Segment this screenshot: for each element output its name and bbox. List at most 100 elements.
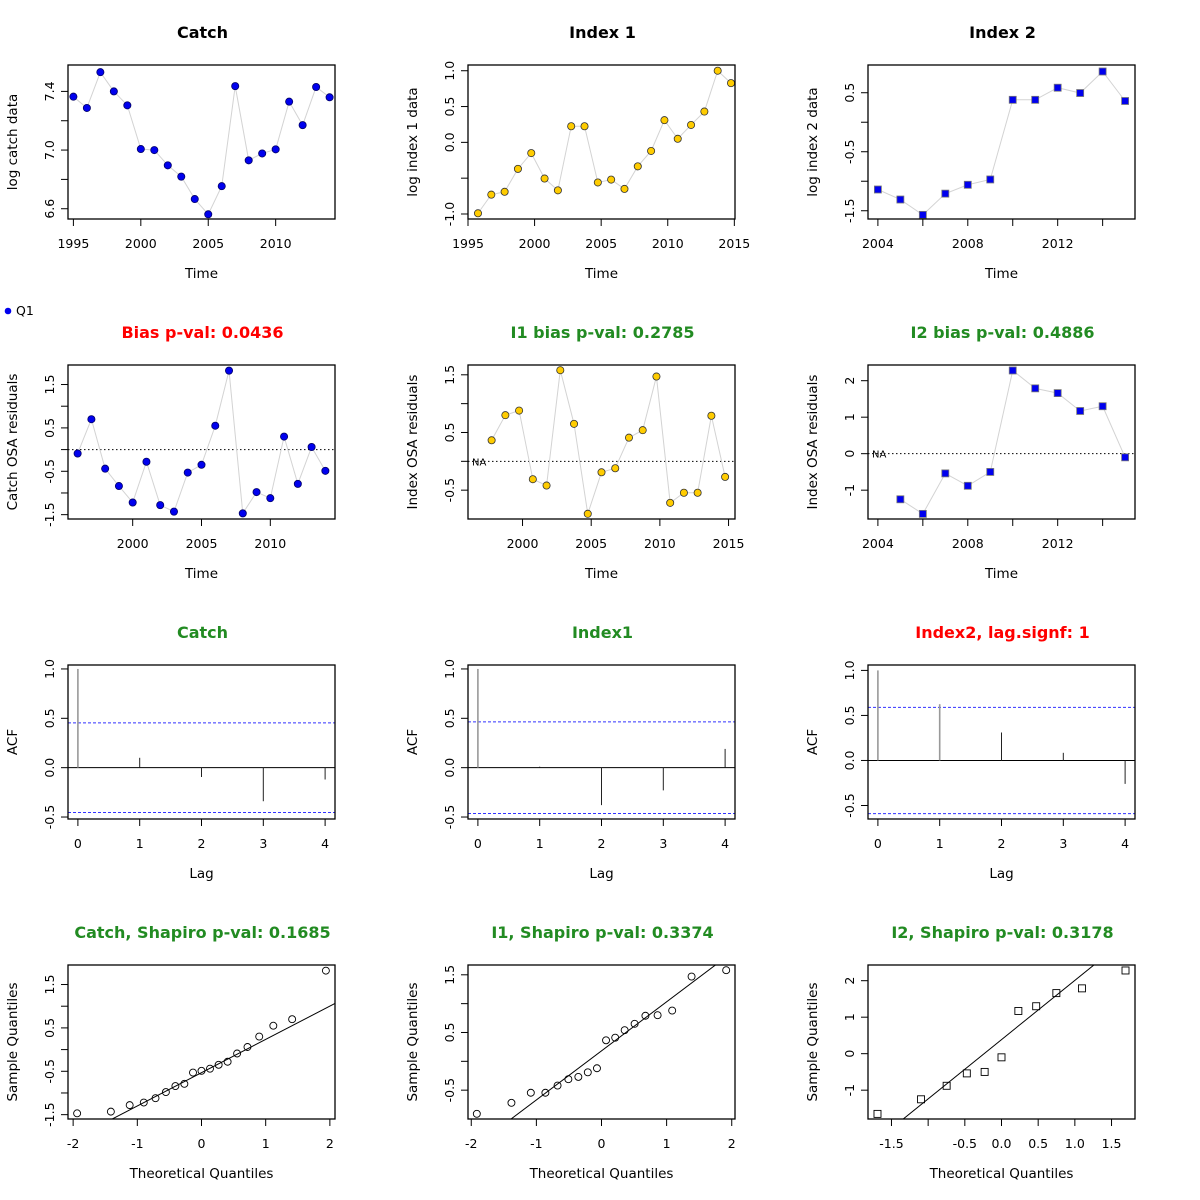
data-point: [527, 149, 536, 158]
data-point: [500, 187, 509, 196]
data-point: [1053, 83, 1062, 92]
data-point: [693, 488, 702, 497]
x-tick-label: 2004: [862, 236, 894, 251]
plot-area: [473, 66, 735, 218]
data-point: [142, 457, 151, 466]
data-point: [607, 175, 616, 184]
data-point: [700, 107, 709, 116]
data-point: [82, 103, 91, 112]
qq-point: [962, 1069, 971, 1078]
x-axis-label: Time: [584, 266, 618, 282]
panel-catch-resid: Bias p-val: 0.0436 Time Catch OSA residual…: [5, 323, 336, 582]
data-point: [266, 494, 275, 503]
qq-point: [139, 1098, 148, 1107]
data-point: [217, 182, 226, 191]
panel-index1-qq: I1, Shapiro p-val: 0.3374 Theoretical Qua…: [405, 923, 736, 1182]
data-point: [285, 97, 294, 106]
x-axis-label: Lag: [589, 866, 613, 882]
y-tick-label: -1: [842, 1084, 857, 1096]
qq-point: [541, 1088, 550, 1097]
x-tick-label: 2000: [507, 536, 539, 551]
qq-point: [171, 1082, 180, 1090]
x-tick-label: 2010: [260, 236, 292, 251]
y-axis-label: Sample Quantiles: [5, 982, 21, 1101]
data-point: [1098, 67, 1107, 76]
qq-point: [1014, 1007, 1023, 1015]
x-tick-label: -1.5: [879, 1136, 903, 1151]
series-line: [491, 370, 726, 514]
data-point: [941, 469, 950, 478]
y-axis-label: Sample Quantiles: [805, 982, 821, 1101]
x-tick-label: 2: [198, 836, 206, 851]
y-tick-label: 0.5: [442, 708, 457, 728]
data-point: [163, 161, 172, 170]
chart-title: I2, Shapiro p-val: 0.3178: [891, 923, 1113, 942]
x-tick-label: 2008: [952, 536, 984, 551]
data-point: [593, 178, 602, 187]
y-axis-label: log index 2 data: [805, 87, 821, 196]
data-point: [487, 190, 496, 199]
qq-point: [269, 1021, 278, 1030]
chart-title: Index 1: [569, 23, 636, 42]
plot-frame: [67, 964, 336, 1120]
data-point: [183, 468, 192, 477]
y-axis-label: Index OSA residuals: [805, 375, 821, 510]
data-point: [647, 146, 656, 155]
x-axis-label: Time: [184, 266, 218, 282]
x-axis-label: Lag: [989, 866, 1013, 882]
y-tick-label: 7.0: [42, 140, 57, 160]
qq-point: [507, 1098, 516, 1107]
x-tick-label: 1: [136, 836, 144, 851]
x-tick-label: 2005: [575, 536, 607, 551]
data-point: [1031, 384, 1040, 393]
qq-line: [902, 965, 1095, 1119]
y-tick-label: -0.5: [442, 1078, 457, 1102]
y-tick-label: -0.5: [842, 793, 857, 817]
plot-area: [472, 965, 731, 1119]
qq-point: [180, 1079, 189, 1088]
data-point: [73, 449, 82, 458]
x-tick-label: 0: [198, 1136, 206, 1151]
qq-point: [722, 966, 731, 975]
data-point: [624, 433, 633, 442]
data-point: [109, 87, 118, 96]
data-point: [583, 509, 592, 518]
data-point: [963, 180, 972, 189]
x-axis-label: Time: [184, 566, 218, 582]
x-tick-label: 2012: [1042, 536, 1074, 551]
qq-point: [917, 1095, 925, 1104]
data-point: [238, 509, 247, 518]
data-point: [1008, 366, 1017, 375]
data-point: [298, 121, 307, 130]
plot-area: [68, 668, 335, 813]
y-axis-label: Index OSA residuals: [405, 375, 421, 510]
qq-point: [653, 1011, 662, 1020]
data-point: [150, 146, 159, 155]
plot-area: [873, 67, 1130, 219]
qq-point: [687, 972, 696, 981]
qq-point: [583, 1068, 592, 1077]
x-axis-label: Theoretical Quantiles: [129, 1166, 274, 1182]
x-tick-label: 0.5: [1028, 1136, 1048, 1151]
data-point: [1121, 453, 1130, 462]
data-point: [501, 411, 510, 420]
panel-index1-resid: I1 bias p-val: 0.2785 Time Index OSA resid…: [405, 323, 744, 582]
data-point: [271, 145, 280, 154]
x-axis-label: Time: [984, 566, 1018, 582]
y-axis-label: Sample Quantiles: [405, 982, 421, 1101]
qq-point: [206, 1064, 214, 1073]
data-point: [652, 372, 661, 381]
data-point: [69, 92, 78, 101]
y-tick-label: 1.5: [42, 975, 57, 995]
data-point: [721, 472, 730, 481]
plot-area: [68, 366, 335, 518]
data-point: [679, 488, 688, 497]
series-line: [877, 70, 1126, 216]
y-tick-label: 0.0: [442, 758, 457, 778]
data-point: [128, 498, 137, 507]
chart-title: Index1: [572, 623, 633, 642]
y-tick-label: 1.0: [442, 61, 457, 81]
x-axis-label: Theoretical Quantiles: [929, 1166, 1074, 1182]
qq-point: [223, 1057, 232, 1066]
x-tick-label: 1: [262, 1136, 270, 1151]
